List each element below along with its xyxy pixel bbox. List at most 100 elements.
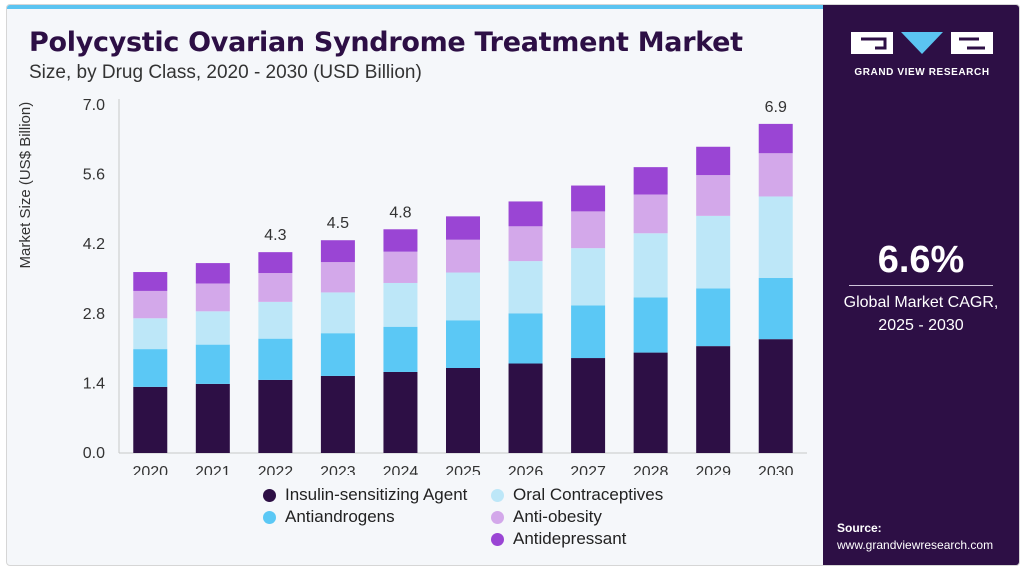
grand-view-research-logo: GRAND VIEW RESEARCH [851, 29, 993, 89]
data-label: 4.5 [327, 215, 349, 232]
legend-label: Anti-obesity [513, 507, 602, 526]
y-tick-label: 1.4 [83, 375, 105, 392]
legend-label: Antiandrogens [285, 507, 395, 526]
x-tick-label: 2029 [695, 464, 731, 475]
bar-segment [508, 363, 543, 453]
bar-segment [508, 201, 543, 227]
legend-label: Insulin-sensitizing Agent [285, 485, 468, 504]
bar-segment [571, 358, 606, 453]
y-tick-label: 0.0 [83, 445, 105, 462]
bar-segment [383, 229, 418, 252]
bar-segment [195, 311, 230, 345]
bar-segment [508, 313, 543, 364]
x-tick-label: 2027 [570, 464, 606, 475]
bar-segment [133, 272, 168, 291]
legend-swatch [263, 510, 276, 524]
cagr-label: Global Market CAGR, 2025 - 2030 [823, 291, 1019, 337]
bar-segment [696, 288, 731, 347]
legend-item: Oral Contraceptives [491, 485, 663, 505]
bar-segment [633, 352, 668, 453]
bar-segment [258, 252, 293, 274]
bar-segment [446, 239, 480, 273]
y-tick-label: 5.6 [83, 167, 105, 184]
cagr-label-line2: 2025 - 2030 [878, 317, 964, 334]
legend-label: Antidepressant [513, 529, 627, 548]
legend-item: Anti-obesity [491, 507, 602, 527]
legend-item: Antiandrogens [263, 507, 395, 527]
gvr-logo-icon [851, 32, 993, 54]
bar-segment [571, 248, 606, 306]
bar-segment [446, 367, 480, 453]
bar-segment [195, 283, 230, 312]
bar-segment [320, 375, 355, 453]
bar-segment [696, 175, 731, 216]
cagr-divider [849, 285, 993, 286]
legend-label: Oral Contraceptives [513, 485, 664, 504]
bar-segment [758, 339, 793, 453]
bar-segment [633, 194, 668, 234]
legend-swatch [491, 510, 504, 524]
bar-segment [696, 215, 731, 289]
chart-subtitle: Size, by Drug Class, 2020 - 2030 (USD Bi… [29, 62, 422, 83]
x-tick-label: 2026 [508, 464, 544, 475]
x-tick-label: 2023 [320, 464, 356, 475]
chart-card: Polycystic Ovarian Syndrome Treatment Ma… [6, 4, 1020, 566]
y-tick-label: 4.2 [83, 236, 105, 253]
bar-segment [758, 123, 793, 154]
bar-segment [633, 297, 668, 353]
bar-segment [133, 318, 168, 350]
brand-panel: GRAND VIEW RESEARCH 6.6% Global Market C… [823, 5, 1019, 565]
data-label: 6.9 [765, 99, 787, 116]
x-tick-label: 2021 [195, 464, 231, 475]
bar-segment [571, 185, 606, 212]
legend-item: Insulin-sensitizing Agent [263, 485, 467, 505]
bar-segment [383, 326, 418, 372]
y-tick-label: 7.0 [83, 97, 105, 114]
bar-segment [133, 349, 168, 387]
legend-swatch [491, 532, 504, 546]
bar-segment [133, 290, 168, 319]
bar-segment [696, 146, 731, 176]
x-tick-label: 2030 [758, 464, 794, 475]
bar-segment [133, 386, 168, 453]
x-tick-label: 2025 [445, 464, 481, 475]
bar-segment [383, 371, 418, 453]
bar-segment [320, 333, 355, 376]
bar-segment [383, 282, 418, 327]
bar-segment [696, 346, 731, 453]
source-url[interactable]: www.grandviewresearch.com [837, 538, 994, 552]
bar-segment [195, 383, 230, 453]
data-label: 4.3 [264, 227, 286, 244]
legend-swatch [263, 488, 276, 502]
bar-segment [320, 262, 355, 293]
bar-segment [758, 196, 793, 279]
bar-segment [258, 301, 293, 339]
bar-segment [258, 338, 293, 380]
bar-segment [758, 278, 793, 340]
bar-segment [383, 251, 418, 283]
bar-segment [508, 261, 543, 314]
bar-segment [195, 263, 230, 284]
bar-segment [258, 379, 293, 453]
x-tick-label: 2024 [383, 464, 419, 475]
bar-segment [195, 344, 230, 384]
y-axis-label: Market Size (US$ Billion) [17, 101, 34, 269]
bar-segment [571, 305, 606, 359]
x-tick-label: 2028 [633, 464, 669, 475]
y-tick-label: 2.8 [83, 306, 105, 323]
bar-segment [633, 167, 668, 195]
bar-segment [508, 226, 543, 262]
bar-segment [633, 233, 668, 298]
bar-segment [320, 292, 355, 334]
accent-bar [7, 5, 823, 9]
legend-swatch [491, 488, 504, 502]
chart-title: Polycystic Ovarian Syndrome Treatment Ma… [29, 27, 743, 58]
bar-segment [446, 216, 480, 240]
bar-segment [446, 272, 480, 321]
legend-item: Antidepressant [491, 529, 626, 549]
brand-name: GRAND VIEW RESEARCH [854, 67, 990, 78]
x-tick-label: 2020 [132, 464, 168, 475]
bar-segment [320, 240, 355, 263]
cagr-value: 6.6% [877, 239, 965, 281]
bar-segment [446, 320, 480, 368]
